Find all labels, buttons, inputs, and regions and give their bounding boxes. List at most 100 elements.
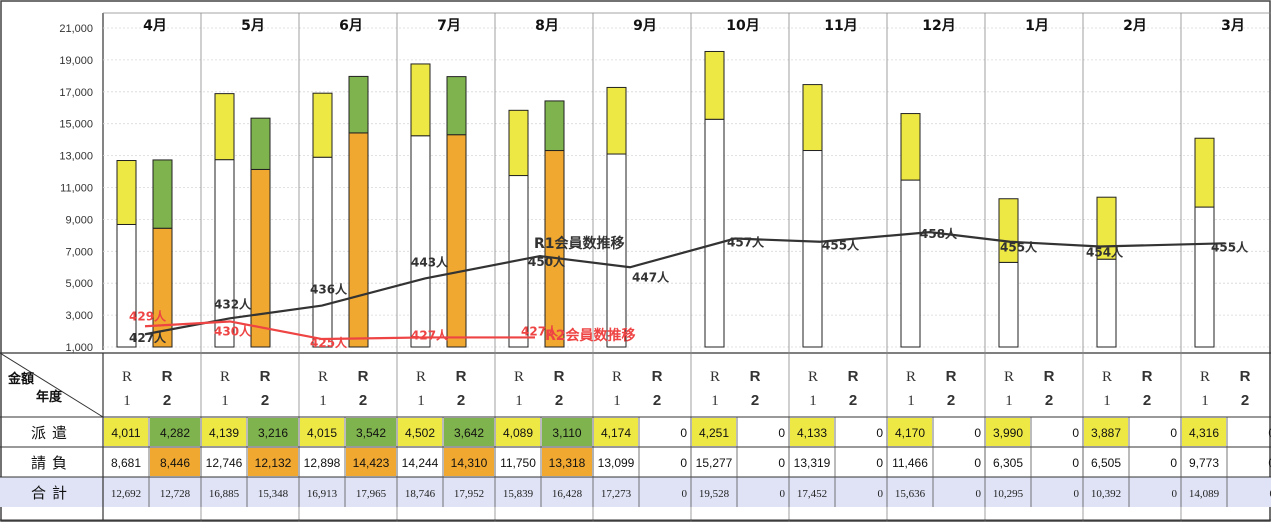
- table-cell: 19,528: [699, 488, 730, 500]
- table-cell: 4,139: [209, 426, 239, 440]
- table-cell: 6,305: [993, 456, 1023, 470]
- year-header-r: R: [1102, 369, 1112, 385]
- table-cell: 4,316: [1189, 426, 1219, 440]
- table-cell: 0: [682, 488, 688, 500]
- year-header-r: R: [1240, 368, 1251, 385]
- corner-label-year: 年度: [36, 389, 63, 405]
- cell-bg: [150, 448, 200, 476]
- bar-r1-haken: [900, 113, 921, 181]
- year-header-r: R: [456, 368, 467, 385]
- bar-r1-ukeoi: [1194, 206, 1215, 348]
- year-header-num: 1: [319, 393, 327, 409]
- y-tick-label: 5,000: [65, 278, 93, 290]
- table-cell: 0: [1170, 426, 1177, 440]
- table-cell: 14,244: [402, 456, 439, 470]
- year-header-num: 2: [261, 392, 269, 409]
- cell-bg: [398, 418, 442, 446]
- year-header-num: 1: [515, 393, 523, 409]
- table-cell: 0: [1072, 426, 1079, 440]
- year-header-r: R: [416, 369, 426, 385]
- year-header-r: R: [1004, 369, 1014, 385]
- bar-r1-haken: [802, 84, 823, 152]
- member-count-label: 425人: [310, 335, 348, 350]
- y-tick-label: 3,000: [65, 310, 93, 322]
- cell-bg: [300, 418, 344, 446]
- year-header-num: 2: [555, 392, 563, 409]
- y-tick-label: 21,000: [59, 23, 93, 35]
- cell-bg: [346, 448, 396, 476]
- bar-r2-ukeoi: [348, 132, 369, 348]
- table-cell: 12,132: [255, 456, 292, 470]
- member-line-r2: [144, 320, 535, 341]
- table-cell: 0: [780, 488, 786, 500]
- cell-bg: [150, 418, 200, 446]
- year-header-r: R: [220, 369, 230, 385]
- table-cell: 12,692: [111, 488, 141, 500]
- table-cell: 15,839: [503, 488, 534, 500]
- year-header-r: R: [122, 369, 132, 385]
- cell-bg: [542, 448, 592, 476]
- year-header-r: R: [162, 368, 173, 385]
- cell-bg: [248, 418, 298, 446]
- table-cell: 4,174: [601, 426, 631, 440]
- table-cell: 4,011: [111, 426, 140, 440]
- cell-bg: [444, 448, 494, 476]
- r2-series-label: R2会員数推移: [545, 327, 636, 344]
- table-cell: 0: [1270, 488, 1271, 500]
- month-label: 11月: [824, 18, 857, 34]
- table-cell: 0: [1268, 456, 1271, 470]
- year-header-num: 2: [653, 392, 661, 409]
- table-cell: 3,110: [552, 426, 581, 440]
- cell-bg: [692, 418, 736, 446]
- table-cell: 14,310: [451, 456, 488, 470]
- year-header-num: 2: [163, 392, 171, 409]
- member-count-label: 447人: [632, 269, 670, 284]
- cell-bg: [444, 418, 494, 446]
- bars: [116, 50, 1215, 348]
- table-cell: 4,282: [160, 426, 190, 440]
- bar-r1-haken: [116, 160, 137, 225]
- total-row-bg: [0, 477, 1271, 507]
- member-count-label: 427人: [521, 323, 559, 338]
- year-header-r: R: [652, 368, 663, 385]
- y-tick-label: 13,000: [59, 151, 93, 163]
- table-cell: 17,452: [797, 488, 827, 500]
- month-label: 8月: [535, 18, 559, 34]
- bar-r1-ukeoi: [410, 135, 431, 348]
- row-name: 合計: [31, 484, 73, 502]
- bar-r1-ukeoi: [704, 118, 725, 348]
- year-header-num: 2: [849, 392, 857, 409]
- bar-r2-haken: [152, 159, 173, 229]
- year-header-num: 1: [123, 393, 131, 409]
- bar-r1-haken: [410, 63, 431, 137]
- table-cell: 16,428: [552, 488, 583, 500]
- table-cell: 0: [1072, 456, 1079, 470]
- table-cell: 0: [778, 456, 785, 470]
- year-header-r: R: [848, 368, 859, 385]
- month-label: 9月: [633, 18, 657, 34]
- corner-diagonal: [0, 352, 104, 418]
- cell-bg: [202, 418, 246, 446]
- table-cell: 4,015: [307, 426, 337, 440]
- bar-r1-haken: [312, 92, 333, 158]
- year-header-r: R: [318, 369, 328, 385]
- member-count-label: 427人: [129, 330, 167, 345]
- table-cell: 13,319: [794, 456, 831, 470]
- cell-bg: [1182, 418, 1226, 446]
- member-count-label: 455人: [822, 238, 860, 253]
- y-tick-label: 11,000: [60, 183, 93, 195]
- year-header-num: 2: [751, 392, 759, 409]
- table-cell: 17,965: [356, 488, 387, 500]
- year-header-num: 1: [1005, 393, 1013, 409]
- cell-bg: [496, 418, 540, 446]
- table-cell: 13,099: [598, 456, 635, 470]
- table-cell: 12,746: [206, 456, 243, 470]
- y-axis: 21,000 19,000 17,000 15,000 13,000 11,000 9,00…: [59, 23, 93, 354]
- year-header-r: R: [358, 368, 369, 385]
- member-lines: 427人 432人 436人 443人 450人 447人 457人 455人 458人 455人…: [129, 226, 1249, 350]
- year-header-r: R: [750, 368, 761, 385]
- month-label: 4月: [143, 18, 167, 34]
- cell-bg: [104, 418, 148, 446]
- table-cell: 3,990: [993, 426, 1023, 440]
